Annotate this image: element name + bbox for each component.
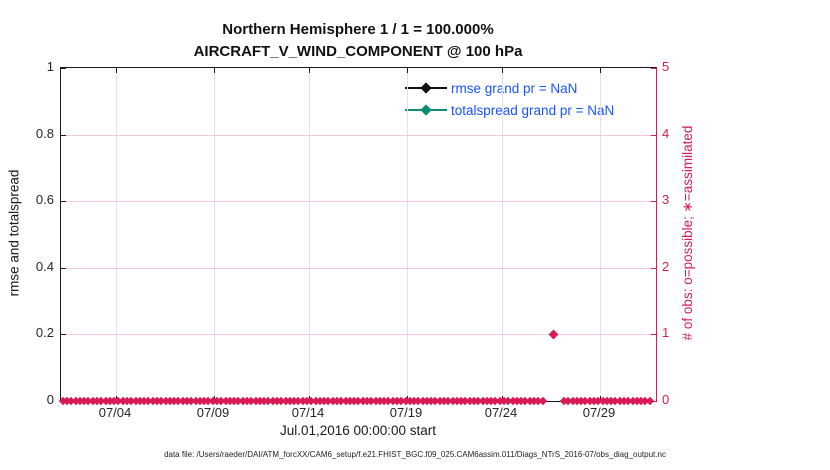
y-tickmark-right <box>651 334 656 335</box>
y-tickmark-right <box>651 68 656 69</box>
y-gridline <box>61 135 656 136</box>
left-tick-label: 0.4 <box>35 259 54 274</box>
y-tickmark-left <box>61 135 66 136</box>
legend-label-totalspread: totalspread grand pr = NaN <box>451 102 615 118</box>
obs-count-marker <box>548 329 559 340</box>
x-gridline <box>600 68 601 401</box>
x-tick-label: 07/24 <box>484 405 518 420</box>
right-tick-label: 4 <box>662 126 670 141</box>
left-tick-label: 0.6 <box>35 192 54 207</box>
y-tickmark-left <box>61 68 66 69</box>
x-tick-label: 07/29 <box>582 405 616 420</box>
x-tickmark-top <box>600 68 601 73</box>
x-tick-label: 07/04 <box>98 405 132 420</box>
y-gridline <box>61 201 656 202</box>
right-tick-label: 2 <box>662 259 670 274</box>
x-tick-label: 07/14 <box>291 405 325 420</box>
x-axis-label: Jul.01,2016 00:00:00 start <box>279 423 437 438</box>
x-tickmark-top <box>214 68 215 73</box>
data-file-path: data file: /Users/raeder/DAI/ATM_forcXX/… <box>164 450 666 459</box>
x-tick-label: 07/19 <box>389 405 423 420</box>
left-tick-label: 0.8 <box>35 126 54 141</box>
y-tickmark-left <box>61 268 66 269</box>
x-tick-label: 07/09 <box>196 405 230 420</box>
left-tick-label: 0.2 <box>35 325 54 340</box>
y-tickmark-left <box>61 334 66 335</box>
left-axis-label: rmse and totalspread <box>6 169 22 297</box>
x-tickmark-top <box>116 68 117 73</box>
right-tick-label: 0 <box>662 392 670 407</box>
x-tickmark-top <box>309 68 310 73</box>
right-tick-label: 1 <box>662 325 670 340</box>
right-axis-label: # of obs: o=possible; ∗=assimilated <box>680 125 695 341</box>
x-gridline <box>214 68 215 401</box>
x-gridline <box>502 68 503 401</box>
y-gridline <box>61 334 656 335</box>
y-tickmark-right <box>651 135 656 136</box>
left-tick-label: 1 <box>46 59 54 74</box>
x-tickmark-top <box>407 68 408 73</box>
legend-item-totalspread: totalspread grand pr = NaN <box>405 99 614 121</box>
diamond-marker-icon <box>420 82 432 94</box>
legend-label-rmse: rmse grand pr = NaN <box>451 80 578 96</box>
legend-line-totalspread <box>405 104 447 116</box>
y-tickmark-right <box>651 201 656 202</box>
x-tickmark-top <box>502 68 503 73</box>
x-gridline <box>407 68 408 401</box>
diamond-marker-icon <box>420 104 432 116</box>
right-tick-label: 3 <box>662 192 670 207</box>
chart-title-line2: AIRCRAFT_V_WIND_COMPONENT @ 100 hPa <box>193 43 523 60</box>
y-gridline <box>61 268 656 269</box>
y-tickmark-left <box>61 201 66 202</box>
legend-line-rmse <box>405 82 447 94</box>
plot-area: rmse grand pr = NaN totalspread grand pr… <box>58 67 657 406</box>
legend: rmse grand pr = NaN totalspread grand pr… <box>405 77 614 121</box>
x-gridline <box>116 68 117 401</box>
y-tickmark-right <box>651 268 656 269</box>
right-tick-label: 5 <box>662 59 670 74</box>
chart-title-line1: Northern Hemisphere 1 / 1 = 100.000% <box>222 21 494 38</box>
x-gridline <box>309 68 310 401</box>
legend-item-rmse: rmse grand pr = NaN <box>405 77 614 99</box>
left-tick-label: 0 <box>46 392 54 407</box>
